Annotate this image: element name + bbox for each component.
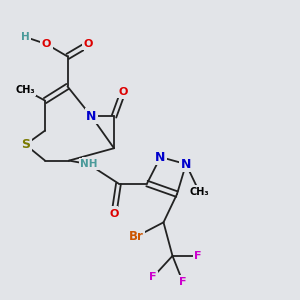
Text: F: F (149, 272, 157, 282)
Text: N: N (155, 151, 166, 164)
Bar (110, 206, 118, 220)
Bar (182, 157, 190, 171)
Text: Br: Br (129, 230, 144, 243)
Text: H: H (21, 32, 30, 42)
Text: N: N (181, 158, 191, 171)
Text: O: O (84, 39, 93, 49)
Bar (21, 138, 30, 152)
Text: CH₃: CH₃ (16, 85, 35, 95)
Bar (21, 30, 30, 44)
Text: N: N (86, 110, 97, 123)
Bar (179, 275, 187, 290)
Text: CH₃: CH₃ (190, 188, 209, 197)
Bar (130, 230, 143, 244)
Bar (190, 185, 209, 200)
Text: NH: NH (80, 159, 97, 169)
Bar (156, 150, 165, 164)
Text: S: S (21, 138, 30, 151)
Bar (82, 157, 95, 171)
Bar (149, 270, 157, 284)
Text: O: O (109, 208, 119, 218)
Bar (119, 85, 127, 99)
Bar (84, 37, 93, 51)
Text: F: F (179, 278, 187, 287)
Bar (87, 110, 96, 124)
Bar (16, 83, 35, 97)
Text: O: O (118, 87, 128, 97)
Text: F: F (194, 251, 202, 261)
Bar (42, 37, 51, 51)
Bar (194, 249, 202, 263)
Text: O: O (42, 39, 51, 49)
